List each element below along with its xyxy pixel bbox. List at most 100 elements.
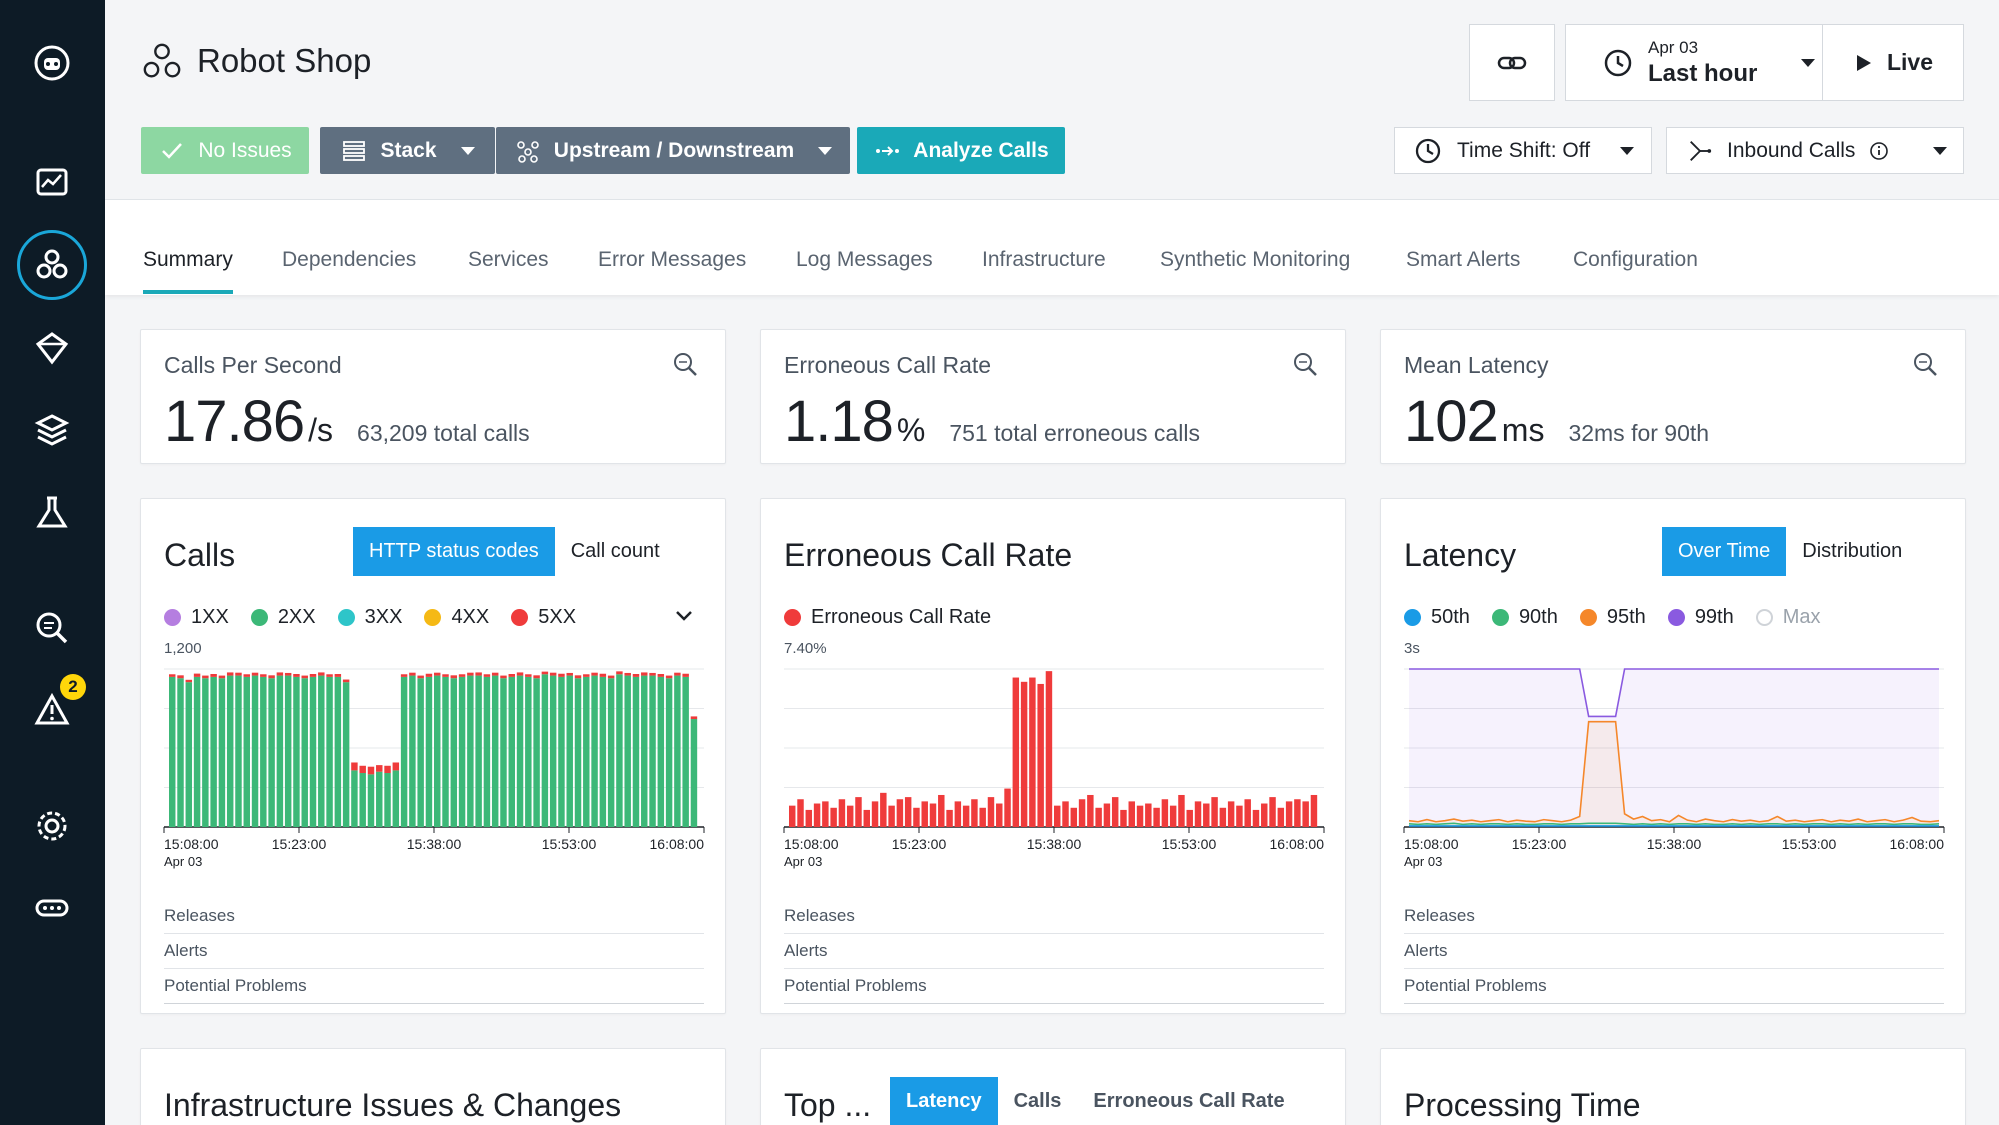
inbound-calls-icon [1690,140,1712,161]
zoom-search-icon[interactable] [1911,350,1939,378]
applications-icon[interactable] [17,230,87,300]
bar [1020,681,1028,827]
legend-item[interactable]: 3XX [337,606,402,629]
bar [1054,805,1061,827]
bar [632,674,640,677]
settings-gear-icon[interactable] [22,796,82,856]
synthetics-flask-icon[interactable] [22,482,82,542]
distribution-toggle[interactable]: Distribution [1802,540,1903,562]
no-issues-button[interactable]: No Issues [141,127,309,174]
legend-item[interactable]: Max [1755,606,1821,629]
bar [1269,797,1276,827]
calls-toggle[interactable]: Calls [1013,1090,1062,1112]
upstream-downstream-dropdown[interactable]: Upstream / Downstream [496,127,850,174]
tab-configuration[interactable]: Configuration [1573,248,1698,271]
bar [301,678,308,827]
tab-infrastructure[interactable]: Infrastructure [982,248,1106,271]
alerts-row[interactable]: Alerts [784,934,1324,969]
bar [467,675,474,827]
x-date-label: Apr 03 [164,854,202,869]
over-time-toggle[interactable]: Over Time [1662,527,1787,576]
legend-item[interactable]: 5XX [511,606,576,629]
info-icon[interactable] [1869,141,1889,161]
calls-chart[interactable]: 1,200 15:08:00 15:23:00 15:38:00 15:53:00 16:… [141,639,727,899]
instana-logo-icon[interactable] [22,33,82,93]
analyze-calls-button[interactable]: Analyze Calls [857,127,1065,174]
legend-dot [1404,609,1421,626]
upstream-downstream-label: Upstream / Downstream [553,138,795,162]
http-status-codes-toggle[interactable]: HTTP status codes [353,527,555,576]
releases-row[interactable]: Releases [784,899,1324,934]
tab-synthetic-monitoring[interactable]: Synthetic Monitoring [1160,248,1351,271]
potential-problems-row[interactable]: Potential Problems [1404,969,1944,1004]
bar [417,675,424,679]
legend-item[interactable]: 2XX [250,606,316,629]
live-button[interactable]: Live [1823,24,1964,101]
zoom-search-icon[interactable] [671,350,699,378]
bar [558,676,565,827]
latency-toggle[interactable]: Latency [890,1077,998,1125]
legend-item[interactable]: 90th [1491,606,1558,629]
releases-row[interactable]: Releases [1404,899,1944,934]
kpi-value: 102 [1404,389,1499,454]
alerts-row[interactable]: Alerts [1404,934,1944,969]
bar [376,765,383,772]
legend-item[interactable]: 1XX [164,606,229,629]
bar [260,676,267,827]
bar [1012,677,1020,827]
bar [508,674,515,677]
websites-icon[interactable] [22,318,82,378]
bar [822,801,829,827]
chevron-down-icon[interactable] [673,605,695,627]
legend-label: 4XX [451,606,490,628]
bar [334,674,342,677]
legend-item[interactable]: Erroneous Call Rate [784,606,991,629]
stack-dropdown[interactable]: Stack [320,127,495,174]
releases-row[interactable]: Releases [164,899,704,934]
share-link-button[interactable] [1469,24,1555,101]
bar [549,672,557,676]
inbound-calls-dropdown[interactable]: Inbound Calls [1666,127,1964,174]
call-count-toggle[interactable]: Call count [570,540,660,562]
time-range-picker[interactable]: Apr 03 Last hour [1565,24,1823,101]
erroneous-call-rate-chart[interactable]: 7.40% 15:08:00 15:23:00 15:38:00 15:53:00 16:… [761,639,1347,899]
bar [409,675,416,827]
bar [235,675,242,827]
zoom-search-icon[interactable] [1291,350,1319,378]
bar [384,765,391,774]
top-card: Top ... Latency Calls Erroneous Call Rat… [760,1048,1346,1125]
infrastructure-icon[interactable] [22,400,82,460]
legend-item[interactable]: 95th [1579,606,1646,629]
kpi-value: 1.18 [784,389,894,454]
potential-problems-row[interactable]: Potential Problems [164,969,704,1004]
potential-problems-row[interactable]: Potential Problems [784,969,1324,1004]
tab-smart-alerts[interactable]: Smart Alerts [1406,248,1521,271]
tab-summary[interactable]: Summary [143,248,233,271]
series-line [1409,668,1939,718]
dashboards-icon[interactable] [22,152,82,212]
latency-chart[interactable]: 3s 15:08:00 15:23:00 15:38:00 15:53:00 16:08:… [1381,639,1967,899]
more-options-icon[interactable] [22,878,82,938]
bar [260,674,267,677]
bar [1252,809,1260,827]
card-title: Latency [1404,537,1517,573]
analytics-search-icon[interactable] [22,598,82,658]
legend-item[interactable]: 99th [1667,606,1734,629]
bar [1203,803,1210,827]
tab-log-messages[interactable]: Log Messages [796,248,933,271]
tab-services[interactable]: Services [468,248,549,271]
tab-error-messages[interactable]: Error Messages [598,248,747,271]
legend-item[interactable]: 50th [1404,606,1470,629]
bar [896,799,904,827]
bar [1169,805,1177,827]
bar [185,682,193,827]
erroneous-call-rate-toggle[interactable]: Erroneous Call Rate [1093,1090,1285,1112]
x-date-label: Apr 03 [784,854,822,869]
alerts-row[interactable]: Alerts [164,934,704,969]
kpi-unit: ms [1501,412,1545,448]
time-shift-dropdown[interactable]: Time Shift: Off [1394,127,1652,174]
tab-dependencies[interactable]: Dependencies [282,248,417,271]
events-warning-icon[interactable]: 2 [22,674,86,740]
legend-item[interactable]: 4XX [424,606,489,629]
bar [359,773,366,827]
